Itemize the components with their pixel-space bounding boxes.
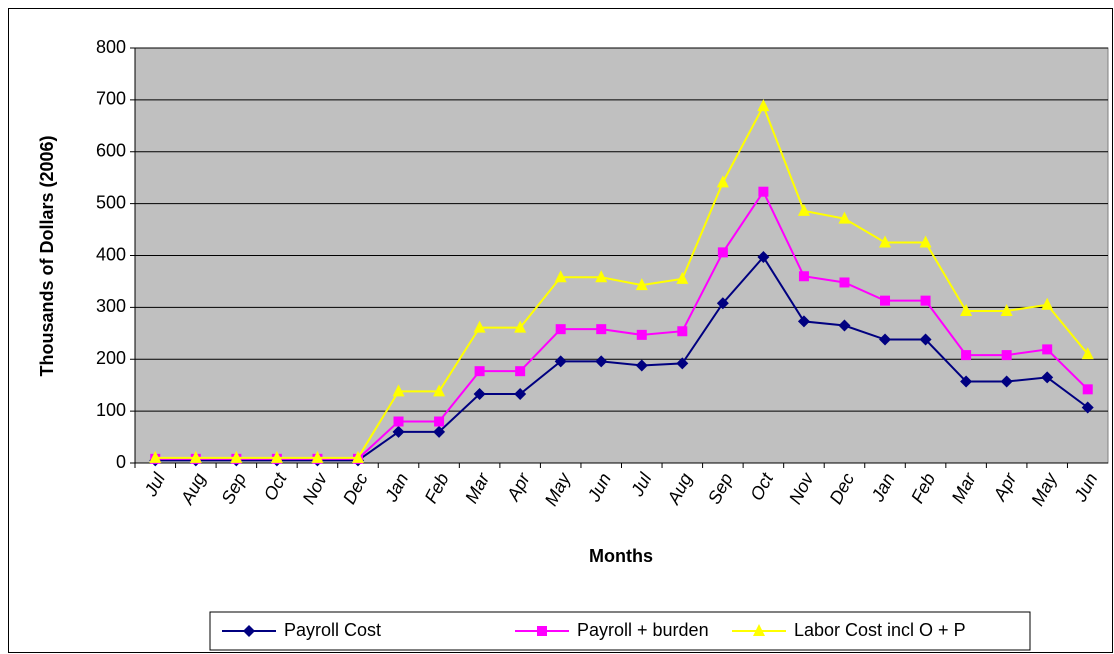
data-point — [676, 271, 689, 284]
data-point — [920, 295, 931, 306]
y-tick-label: 500 — [96, 192, 126, 212]
data-point — [636, 329, 647, 340]
data-point — [149, 450, 162, 463]
data-point — [473, 388, 486, 401]
data-point — [1000, 375, 1013, 388]
data-point — [189, 450, 202, 463]
y-axis-label: Thousands of Dollars (2006) — [37, 135, 57, 376]
y-tick-label: 700 — [96, 89, 126, 109]
data-point — [960, 304, 973, 317]
data-point — [797, 203, 810, 216]
data-point — [676, 357, 689, 370]
y-tick-label: 300 — [96, 296, 126, 316]
legend-label: Payroll Cost — [284, 620, 381, 640]
data-point — [839, 277, 850, 288]
data-point — [514, 388, 527, 401]
data-point — [514, 320, 527, 333]
data-point — [433, 384, 446, 397]
data-point — [1001, 350, 1012, 361]
data-point — [595, 355, 608, 368]
data-point — [554, 270, 567, 283]
series-line — [155, 255, 1089, 462]
data-point — [1000, 304, 1013, 317]
y-tick-label: 0 — [116, 452, 126, 472]
data-point — [635, 278, 648, 291]
y-tick-label: 800 — [96, 37, 126, 57]
data-point — [1042, 344, 1053, 355]
legend-marker — [753, 624, 765, 636]
y-tick-label: 600 — [96, 141, 126, 161]
data-point — [230, 450, 243, 463]
series-line — [155, 189, 1089, 460]
data-point — [635, 359, 648, 372]
legend-label: Payroll + burden — [577, 620, 709, 640]
data-point — [757, 251, 770, 264]
data-point — [716, 175, 729, 188]
data-point — [311, 450, 324, 463]
data-point — [880, 295, 891, 306]
data-point — [919, 235, 932, 248]
data-point — [1041, 297, 1054, 310]
data-point — [961, 350, 972, 361]
data-point — [758, 186, 769, 197]
data-point — [554, 355, 567, 368]
series-line — [155, 103, 1089, 459]
data-point — [716, 297, 729, 310]
legend-marker — [243, 625, 255, 637]
data-point — [515, 366, 526, 377]
data-point — [392, 425, 405, 438]
y-tick-label: 100 — [96, 400, 126, 420]
data-point — [474, 366, 485, 377]
data-point — [270, 450, 283, 463]
y-tick-label: 400 — [96, 244, 126, 264]
data-point — [677, 326, 688, 337]
legend — [209, 611, 1031, 651]
legend-label: Labor Cost incl O + P — [794, 620, 966, 640]
data-point — [757, 99, 770, 112]
legend-marker — [537, 626, 547, 636]
data-point — [596, 324, 607, 335]
data-point — [879, 333, 892, 346]
x-axis-label: Months — [589, 546, 653, 566]
data-point — [960, 375, 973, 388]
data-point — [1041, 371, 1054, 384]
data-point — [434, 416, 445, 427]
data-point — [879, 235, 892, 248]
data-point — [717, 247, 728, 258]
data-point — [351, 450, 364, 463]
data-point — [473, 320, 486, 333]
data-point — [838, 211, 851, 224]
data-point — [393, 416, 404, 427]
data-point — [1081, 347, 1094, 360]
data-point — [919, 333, 932, 346]
data-point — [1082, 384, 1093, 395]
data-point — [555, 324, 566, 335]
data-point — [595, 270, 608, 283]
data-point — [797, 315, 810, 328]
data-point — [392, 384, 405, 397]
data-point — [433, 425, 446, 438]
data-point — [1081, 401, 1094, 414]
y-tick-label: 200 — [96, 348, 126, 368]
data-point — [838, 319, 851, 332]
data-point — [798, 271, 809, 282]
